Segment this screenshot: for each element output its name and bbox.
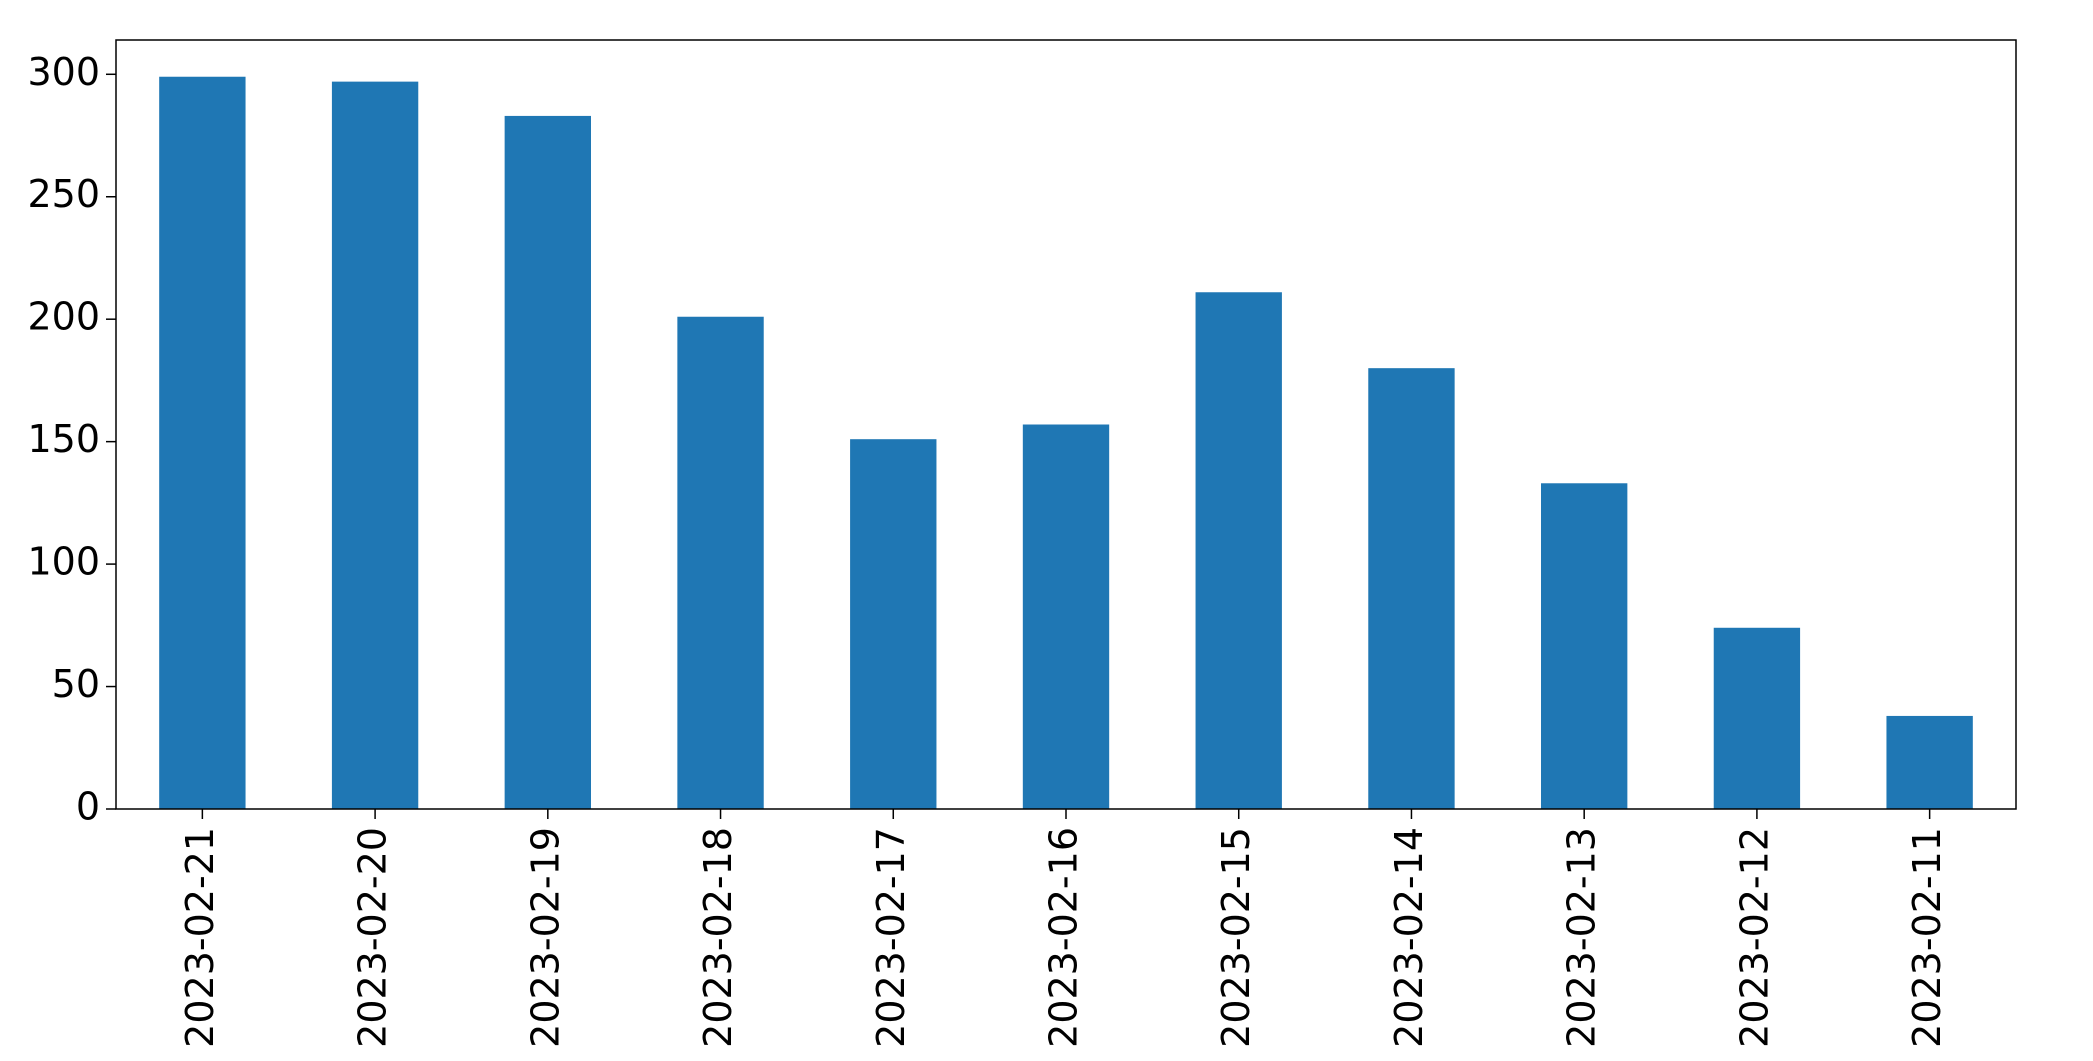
x-tick-label: 2023-02-14 [1387, 827, 1431, 1048]
x-tick-label: 2023-02-13 [1560, 827, 1604, 1048]
y-tick-label: 0 [76, 785, 100, 829]
bar [1541, 483, 1628, 809]
x-tick-label: 2023-02-19 [523, 827, 567, 1048]
y-tick-label: 200 [27, 295, 100, 339]
x-tick-label: 2023-02-15 [1214, 827, 1258, 1048]
y-tick-label: 100 [27, 540, 100, 584]
x-tick-label: 2023-02-21 [178, 827, 222, 1048]
y-tick-label: 250 [27, 172, 100, 216]
y-tick-label: 300 [27, 50, 100, 94]
bar [159, 76, 246, 810]
bar [1368, 368, 1455, 809]
bar [331, 81, 419, 809]
x-tick-label: 2023-02-12 [1732, 827, 1776, 1048]
bar [850, 439, 937, 809]
y-tick-label: 50 [52, 662, 100, 706]
bar [504, 115, 591, 809]
x-tick-label: 2023-02-17 [869, 827, 913, 1048]
plot-frame [115, 39, 2017, 810]
bar [677, 316, 764, 809]
bar [1195, 292, 1282, 809]
bar [1022, 424, 1110, 809]
bar [1713, 627, 1801, 809]
x-tick-label: 2023-02-20 [351, 827, 395, 1048]
bar [1886, 715, 1973, 809]
y-tick-label: 150 [27, 417, 100, 461]
x-tick-label: 2023-02-11 [1905, 827, 1949, 1048]
x-tick-label: 2023-02-18 [696, 827, 740, 1048]
x-tick-label: 2023-02-16 [1042, 827, 1086, 1048]
